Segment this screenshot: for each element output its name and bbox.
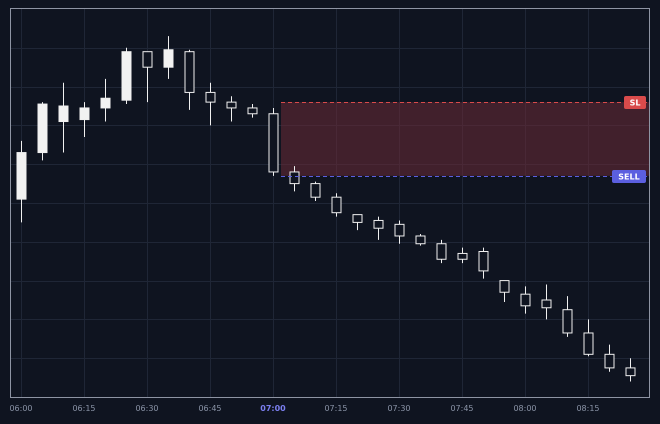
candle-body <box>247 107 258 115</box>
candle <box>352 214 363 231</box>
candles <box>16 36 636 382</box>
candle-body <box>436 243 447 260</box>
risk-zone <box>281 102 649 176</box>
candle <box>121 47 132 105</box>
candle-body <box>352 214 363 223</box>
sl-zone <box>281 102 649 176</box>
candle-body <box>79 107 90 121</box>
x-tick-label: 07:45 <box>450 404 473 413</box>
candle-body <box>226 101 237 109</box>
candle-body <box>562 309 573 334</box>
candle-body <box>394 223 405 237</box>
candle-body <box>583 332 594 355</box>
x-axis: 06:00 06:15 06:30 06:45 07:00 07:15 07:30 07:45… <box>9 404 599 413</box>
candle-body <box>604 353 615 369</box>
candle <box>457 247 468 264</box>
candle-body <box>184 51 195 93</box>
candle <box>394 220 405 244</box>
candle <box>205 82 216 126</box>
candle-body <box>163 49 174 68</box>
candle <box>37 102 48 161</box>
candle <box>331 193 342 217</box>
candle-body <box>142 51 153 68</box>
candle-body <box>520 293 531 307</box>
candle-body <box>457 252 468 260</box>
x-tick-label: 06:00 <box>9 404 32 413</box>
candle <box>226 96 237 122</box>
candle <box>478 247 489 279</box>
candle <box>184 49 195 110</box>
candle <box>163 36 174 79</box>
x-tick-label: 06:15 <box>72 404 95 413</box>
candle-body <box>100 97 111 109</box>
candle-body <box>331 196 342 214</box>
candle <box>289 166 300 192</box>
candle-body <box>310 183 321 198</box>
candle <box>436 239 447 264</box>
level-tag-label: SL <box>630 99 641 108</box>
candle-body <box>415 235 426 245</box>
x-tick-label: 06:45 <box>198 404 221 413</box>
candle-body <box>268 113 279 173</box>
level-tag-label: SELL <box>618 173 639 182</box>
level-tag-sell <box>612 170 646 183</box>
x-tick-label: 07:30 <box>387 404 410 413</box>
candle <box>415 234 426 246</box>
candle <box>520 286 531 314</box>
candle <box>268 107 279 176</box>
plot-frame <box>10 8 650 398</box>
candle <box>604 344 615 372</box>
candle-body <box>289 171 300 185</box>
candle <box>16 140 27 223</box>
x-tick-label: 06:30 <box>135 404 158 413</box>
x-tick-label: 08:00 <box>513 404 536 413</box>
candle <box>100 78 111 122</box>
candle <box>310 181 321 202</box>
candle-body <box>58 105 69 123</box>
candle <box>583 319 594 357</box>
candle-body <box>625 367 636 377</box>
x-tick-label: 07:15 <box>324 404 347 413</box>
candle-body <box>373 219 384 229</box>
candle <box>79 102 90 138</box>
candle <box>499 280 510 302</box>
candle-body <box>478 251 489 272</box>
level-tag-sl <box>624 96 646 109</box>
candle-body <box>541 299 552 309</box>
candle <box>247 104 258 118</box>
candle <box>58 82 69 153</box>
candle <box>142 51 153 103</box>
x-tick-label: 08:15 <box>576 404 599 413</box>
candle-body <box>499 280 510 293</box>
candle <box>562 296 573 337</box>
candle-body <box>16 152 27 200</box>
candle-body <box>121 51 132 101</box>
candle <box>373 216 384 240</box>
candle <box>625 358 636 382</box>
candle <box>541 284 552 320</box>
candle-body <box>205 91 216 103</box>
x-tick-label: 07:00 <box>260 404 286 413</box>
candle-body <box>37 103 48 154</box>
price-levels: SL SELL <box>281 96 647 183</box>
